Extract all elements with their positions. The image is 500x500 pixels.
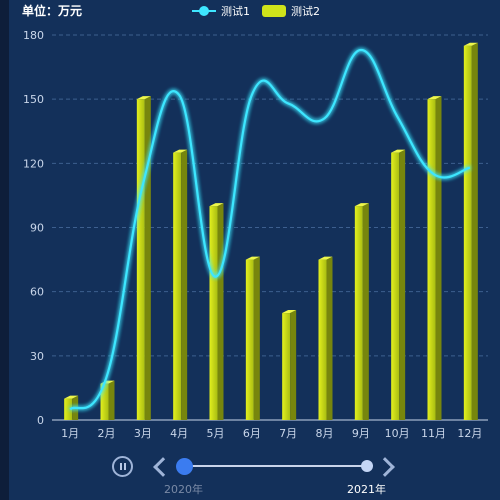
bar-front [427,99,436,421]
bar-front [463,45,472,420]
y-tick-label: 0 [37,414,44,427]
bar-front [245,259,254,420]
bar-top [354,203,369,207]
chart-svg: 0 30 60 90 120 150 180 1月 2月 3月 4月 5月 6月 7月 8月 9月 10月 11月… [23,29,488,440]
bar-front [318,259,327,420]
y-tick-label: 120 [23,157,44,170]
bar [136,96,151,421]
x-tick-label: 6月 [243,427,261,440]
bar-front [136,99,145,421]
bar-side [326,256,333,420]
bar-front [354,206,363,420]
timeline-control: 2020年 2021年 [0,448,500,500]
x-tick-label: 5月 [207,427,225,440]
bar-side [362,203,369,420]
legend-label-series-1: 测试1 [221,5,250,18]
bar-front [282,313,291,420]
bar-side [144,96,151,421]
bar [318,256,333,420]
prev-button[interactable] [153,457,173,477]
bar-top [318,256,333,260]
timeline-handle-2021[interactable] [361,460,373,472]
bar-front [391,152,400,420]
bar-front [100,383,109,420]
bar-top [64,395,79,399]
bar-side [253,256,260,420]
timeline-label-start: 2020年 [164,483,203,496]
bar [391,149,406,420]
y-tick-label: 60 [30,286,44,299]
bar [173,149,188,420]
x-tick-label: 7月 [279,427,297,440]
x-tick-label: 11月 [421,427,446,440]
legend-item-series-1[interactable]: 测试1 [192,3,250,19]
bar-top [391,149,406,153]
y-tick-label: 180 [23,29,44,42]
unit-label: 单位：万元 [22,4,83,18]
bar-side [290,310,297,420]
bar [209,203,224,420]
x-tick-label: 1月 [61,427,79,440]
x-tick-label: 3月 [134,427,152,440]
pause-button[interactable] [112,456,133,477]
legend-bar-icon [262,5,286,17]
x-tick-label: 10月 [385,427,410,440]
bar-front [64,398,73,420]
bar-top [209,203,224,207]
bar-top [173,149,188,153]
bar [354,203,369,420]
bar-side [399,149,406,420]
bar [427,96,442,421]
y-tick-label: 90 [30,222,44,235]
x-tick-label: 2月 [98,427,116,440]
bar-top [136,96,151,100]
timeline-handle-2020[interactable] [176,458,193,475]
bar [463,42,478,420]
bar-top [463,42,478,46]
bar [245,256,260,420]
bar-top [245,256,260,260]
y-tick-label: 30 [30,350,44,363]
next-button[interactable] [375,457,395,477]
bar [282,310,297,420]
y-tick-label: 150 [23,93,44,106]
bar-side [471,42,478,420]
timeline-track[interactable] [185,465,368,467]
pause-icon [120,463,122,470]
x-tick-label: 8月 [316,427,334,440]
legend-item-series-2[interactable]: 测试2 [262,3,320,19]
x-tick-label: 12月 [457,427,482,440]
bar-side [108,380,115,420]
bar-side [435,96,442,421]
timeline-label-end: 2021年 [347,483,386,496]
bar-front [173,152,182,420]
bar-side [181,149,188,420]
bar-side [217,203,224,420]
bar-top [427,96,442,100]
x-tick-label: 9月 [352,427,370,440]
bar-top [282,310,297,314]
x-tick-label: 4月 [170,427,188,440]
legend: 测试1 测试2 [192,3,332,19]
bar-front [209,206,218,420]
legend-line-icon [192,4,216,18]
series-line-1 [69,48,471,411]
legend-label-series-2: 测试2 [291,5,320,18]
